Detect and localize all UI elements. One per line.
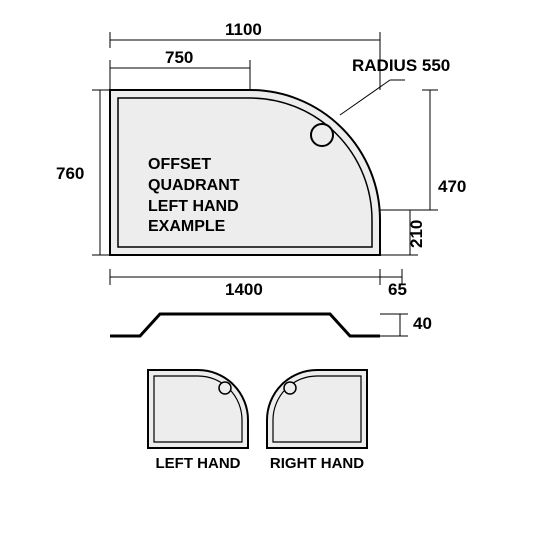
dim-right-470 <box>380 90 438 210</box>
thumb-left-hand <box>148 370 248 448</box>
dim-text-760: 760 <box>56 164 84 184</box>
dim-text-470: 470 <box>438 177 466 197</box>
main-label-block: OFFSET QUADRANT LEFT HAND EXAMPLE <box>148 155 240 238</box>
diagram-container: 1100 750 RADIUS 550 760 470 210 1400 65 … <box>0 0 535 535</box>
radius-leader <box>340 80 405 115</box>
thumb-right-hand <box>267 370 367 448</box>
dim-text-40: 40 <box>413 314 432 334</box>
dim-text-1400: 1400 <box>225 280 263 300</box>
dim-text-750: 750 <box>165 48 193 68</box>
dim-text-1100: 1100 <box>225 20 262 40</box>
dim-text-210: 210 <box>407 220 427 248</box>
main-label-line4: EXAMPLE <box>148 217 240 238</box>
dim-left-760 <box>92 90 110 255</box>
profile-shape <box>110 314 380 336</box>
dim-text-65: 65 <box>388 280 407 300</box>
dim-profile-40 <box>380 314 408 336</box>
bottom-label-left: LEFT HAND <box>150 455 246 472</box>
main-label-line3: LEFT HAND <box>148 197 240 218</box>
dim-top-1100 <box>110 32 380 90</box>
main-label-line2: QUADRANT <box>148 176 240 197</box>
main-label-line1: OFFSET <box>148 155 240 176</box>
dim-text-radius: RADIUS 550 <box>352 56 450 76</box>
bottom-label-right: RIGHT HAND <box>265 455 369 472</box>
